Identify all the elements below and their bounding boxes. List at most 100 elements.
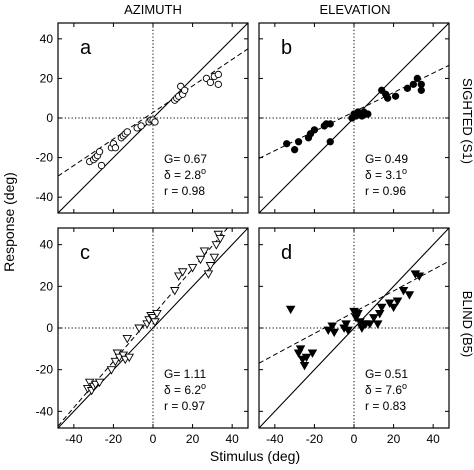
x-tick-label: 20 (186, 432, 200, 446)
x-tick-label: -40 (65, 432, 83, 446)
stat-gain: G= 0.51 (365, 367, 408, 381)
column-title-elevation: ELEVATION (319, 2, 390, 17)
data-point (206, 78, 215, 87)
data-point (364, 110, 372, 118)
panel-b: b G= 0.49δ = 3.1o r = 0.96 (258, 22, 450, 214)
stat-delta: δ = 7.6o (365, 381, 407, 397)
data-point (187, 264, 198, 273)
data-point (372, 320, 383, 329)
data-point (134, 324, 144, 333)
data-point (329, 328, 339, 338)
data-point (124, 353, 135, 363)
data-point (173, 272, 184, 281)
data-point (294, 138, 303, 146)
data-point (122, 334, 133, 344)
data-point (214, 80, 222, 89)
data-point (169, 287, 180, 296)
stat-degree-sup: o (201, 166, 206, 176)
data-point (417, 86, 425, 94)
data-point (299, 362, 310, 371)
data-point (152, 309, 162, 319)
data-point (213, 230, 224, 240)
x-axis-title: Stimulus (deg) (210, 448, 300, 464)
data-point (409, 80, 418, 89)
data-point (369, 314, 379, 323)
data-point (384, 299, 395, 308)
y-tick-label: 20 (40, 71, 54, 85)
panel-c: -40 -20 0 20 40 -40 -20 0 20 40 c G= 1.11δ = 6.2o r … (36, 227, 249, 446)
stat-degree-sup: o (402, 381, 407, 391)
y-tick-label: 20 (40, 279, 54, 293)
y-tick-label: 0 (46, 111, 53, 125)
data-point (211, 241, 222, 250)
data-point (326, 138, 334, 146)
data-point (181, 86, 189, 94)
data-point (150, 318, 160, 327)
stat-gain: G= 0.67 (164, 152, 207, 166)
data-point (95, 147, 104, 156)
data-point (365, 320, 375, 329)
panel-letter: c (80, 242, 90, 264)
panel-letter: b (281, 37, 292, 59)
y-tick-label: -40 (36, 404, 54, 418)
data-point (403, 84, 412, 92)
data-point (137, 122, 145, 130)
panel-letter: d (281, 242, 292, 264)
data-point (151, 118, 159, 126)
x-tick-label: -20 (105, 432, 123, 446)
x-tick-label: 40 (426, 432, 440, 446)
panel-d: -40 -20 0 20 40 d G= 0.51δ = 7.6o r = 0.83 (258, 227, 450, 446)
data-point (97, 161, 106, 170)
stat-gain: G= 1.11 (164, 367, 206, 381)
y-axis-title: Response (deg) (1, 172, 17, 272)
data-point (310, 126, 319, 134)
x-tick-label: -40 (266, 432, 284, 446)
data-point (383, 94, 392, 102)
column-title-azimuth: AZIMUTH (124, 2, 182, 17)
data-point (327, 322, 338, 331)
x-tick-label: 0 (351, 432, 358, 446)
data-point (209, 253, 220, 263)
data-point (203, 270, 214, 279)
data-point (343, 326, 353, 335)
data-point (413, 74, 421, 83)
panel-a: -40 -20 0 20 40 a G= 0.67δ = 2.8o r = 0.98 (36, 22, 249, 214)
panels: -40 -20 0 20 40 a G= 0.67δ = 2.8o r = 0.98 b G= 0… (36, 22, 450, 446)
stat-delta: δ = 2.8o (164, 166, 206, 182)
data-point (106, 366, 117, 375)
data-point (295, 345, 306, 354)
stat-correlation: r = 0.96 (365, 184, 406, 198)
row-label-sighted: SIGHTED (S1) (460, 78, 474, 164)
data-point (290, 146, 299, 154)
data-point (148, 314, 158, 323)
stat-delta: δ = 6.2o (164, 381, 206, 397)
y-tick-label: 40 (40, 238, 54, 252)
identity-line (259, 228, 449, 428)
data-point (417, 80, 425, 89)
data-point (414, 272, 425, 281)
data-point (94, 378, 105, 388)
row-label-blind: BLIND (B5) (460, 291, 474, 357)
data-point (353, 309, 363, 319)
data-point (398, 287, 409, 296)
stat-correlation: r = 0.97 (164, 399, 205, 413)
stat-correlation: r = 0.83 (365, 399, 406, 413)
stat-degree-sup: o (201, 381, 206, 391)
x-tick-label: 0 (150, 432, 157, 446)
data-point (388, 303, 399, 313)
data-point (195, 255, 206, 265)
x-tick-label: -20 (306, 432, 324, 446)
data-point (110, 357, 121, 367)
data-point (376, 303, 387, 313)
data-point (391, 92, 400, 100)
data-point (199, 247, 210, 256)
stat-delta: δ = 3.1o (365, 166, 407, 182)
x-tick-label: 20 (387, 432, 401, 446)
y-tick-label: 0 (46, 321, 53, 335)
panel-letter: a (80, 37, 92, 59)
data-point (177, 268, 188, 277)
data-point (307, 349, 318, 358)
x-tick-label: 40 (225, 432, 239, 446)
data-point (301, 353, 312, 363)
